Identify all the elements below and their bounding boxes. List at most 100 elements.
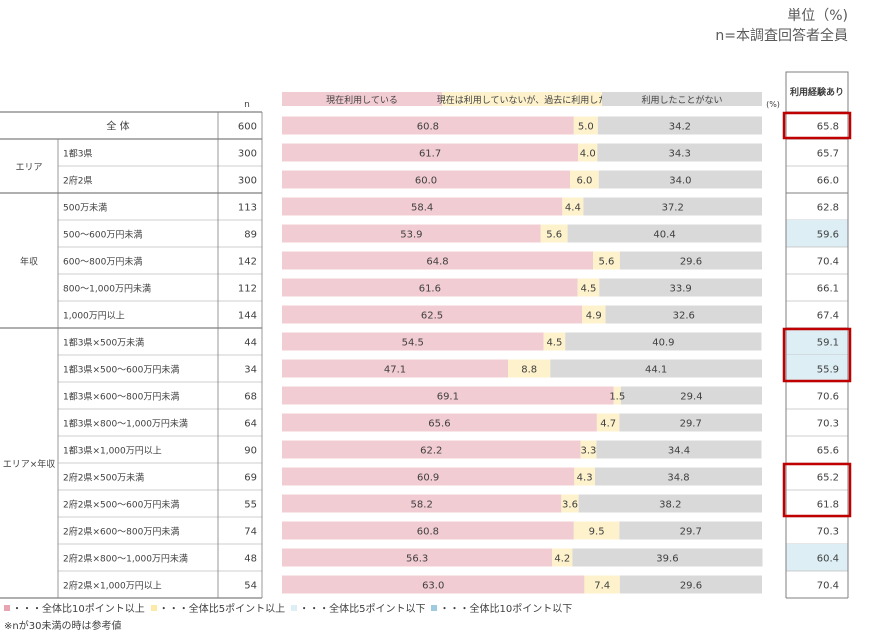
experience-highlight — [786, 328, 848, 355]
experience-value: 67.4 — [817, 311, 839, 322]
row-label: 1,000万円以上 — [63, 311, 125, 322]
row-label: 600～800万円未満 — [63, 256, 142, 268]
legend-text: ・・・全体比10ポイント以下 — [439, 604, 573, 615]
bar-segment-1 — [508, 359, 551, 378]
bar-label-1: 4.0 — [580, 149, 596, 160]
bar-label-2: 39.6 — [656, 554, 678, 565]
bar-label-0: 47.1 — [384, 365, 406, 376]
bar-segment-2 — [550, 359, 762, 378]
bar-label-0: 58.2 — [411, 500, 433, 511]
bar-segment-1 — [573, 116, 598, 135]
legend-swatch-0 — [282, 92, 442, 106]
bar-label-1: 3.6 — [562, 500, 578, 511]
bar-segment-1 — [582, 305, 606, 324]
pct-label: (%) — [766, 100, 780, 109]
bar-segment-1 — [580, 440, 597, 459]
experience-value: 70.3 — [817, 527, 839, 538]
bar-label-0: 60.8 — [417, 527, 439, 538]
experience-value: 70.6 — [817, 392, 839, 403]
bar-segment-2 — [597, 143, 762, 162]
bar-label-1: 4.5 — [581, 284, 597, 295]
legend-text: ・・・全体比10ポイント以上 — [12, 604, 145, 615]
bar-label-0: 58.4 — [411, 203, 433, 214]
n-value: 48 — [244, 554, 257, 565]
bar-label-0: 62.2 — [420, 446, 442, 457]
bar-label-1: 5.6 — [546, 230, 562, 241]
unit-line-1: 単位（%) — [787, 8, 848, 24]
experience-highlight — [786, 544, 848, 571]
row-label: 500～600万円未満 — [63, 229, 142, 241]
bar-segment-0 — [282, 359, 509, 378]
bar-segment-1 — [570, 170, 599, 189]
bar-label-1: 3.3 — [581, 446, 597, 457]
bar-segment-2 — [583, 197, 762, 216]
legend-label-1: 現在は利用していないが、過去に利用した — [437, 94, 608, 106]
bar-label-2: 29.6 — [680, 581, 702, 592]
bar-label-0: 63.0 — [422, 581, 444, 592]
bar-label-0: 65.6 — [428, 419, 450, 430]
bar-label-0: 62.5 — [421, 311, 443, 322]
row-label: 2府2県×800～1,000万円未満 — [63, 553, 188, 565]
experience-header: 利用経験あり — [789, 86, 844, 98]
bar-segment-0 — [282, 575, 585, 594]
experience-value: 65.8 — [817, 122, 839, 133]
bar-label-0: 60.8 — [417, 122, 439, 133]
legend-label-2: 利用したことがない — [641, 94, 722, 106]
bar-segment-1 — [593, 251, 620, 270]
legend-item: ・・・全体比5ポイント以下 — [291, 600, 425, 615]
legend-swatch-2 — [602, 92, 762, 106]
n-value: 44 — [244, 338, 257, 349]
bar-segment-0 — [282, 440, 581, 459]
bar-segment-2 — [599, 278, 762, 297]
bar-label-2: 34.8 — [667, 473, 689, 484]
bar-segment-2 — [619, 251, 762, 270]
bar-segment-0 — [282, 305, 582, 324]
legend-swatch-1 — [442, 92, 602, 106]
bar-segment-0 — [282, 548, 553, 567]
bar-label-0: 60.0 — [415, 176, 437, 187]
bar-segment-2 — [605, 305, 762, 324]
n-value: 142 — [238, 257, 257, 268]
legend-swatch — [150, 604, 157, 611]
bar-segment-0 — [282, 278, 578, 297]
group-label: 年収 — [20, 256, 38, 268]
bar-segment-2 — [598, 170, 762, 189]
bar-label-0: 61.7 — [419, 149, 441, 160]
bar-segment-2 — [596, 440, 762, 459]
bar-segment-0 — [282, 467, 575, 486]
bar-segment-1 — [573, 521, 620, 540]
bar-segment-0 — [282, 521, 574, 540]
bar-label-0: 54.5 — [402, 338, 424, 349]
n-value: 112 — [238, 284, 257, 295]
bar-segment-0 — [282, 143, 579, 162]
bar-label-2: 29.7 — [680, 527, 702, 538]
n-value: 144 — [238, 311, 257, 322]
n-value: 300 — [238, 176, 257, 187]
n-value: 300 — [238, 149, 257, 160]
legend-swatch — [4, 604, 10, 611]
bar-label-0: 64.8 — [426, 257, 448, 268]
bar-label-1: 9.5 — [589, 527, 605, 538]
bar-label-2: 40.4 — [653, 230, 675, 241]
row-label: 1都3県×1,000万円以上 — [63, 446, 162, 457]
row-label-total: 全 体 — [106, 120, 129, 133]
bar-label-0: 69.1 — [437, 392, 459, 403]
bar-label-0: 53.9 — [400, 230, 422, 241]
row-label: 1都3県×500万未満 — [63, 337, 144, 349]
group-label: エリア — [15, 163, 42, 173]
footnote: ※nが30未満の時は参考値 — [4, 621, 122, 632]
bar-segment-2 — [567, 224, 762, 243]
bar-label-0: 56.3 — [406, 554, 428, 565]
n-value: 113 — [238, 203, 257, 214]
bar-segment-1 — [578, 143, 598, 162]
experience-value: 65.6 — [817, 446, 839, 457]
bar-segment-2 — [619, 521, 762, 540]
n-value: 54 — [244, 581, 257, 592]
experience-value: 70.4 — [817, 257, 839, 268]
row-label: 1都3県×500～600万円未満 — [63, 364, 179, 376]
legend-text: ・・・全体比5ポイント以上 — [158, 604, 286, 615]
bar-label-2: 29.7 — [680, 419, 702, 430]
bar-label-2: 33.9 — [670, 284, 692, 295]
bar-segment-0 — [282, 224, 541, 243]
experience-value: 70.4 — [817, 581, 839, 592]
